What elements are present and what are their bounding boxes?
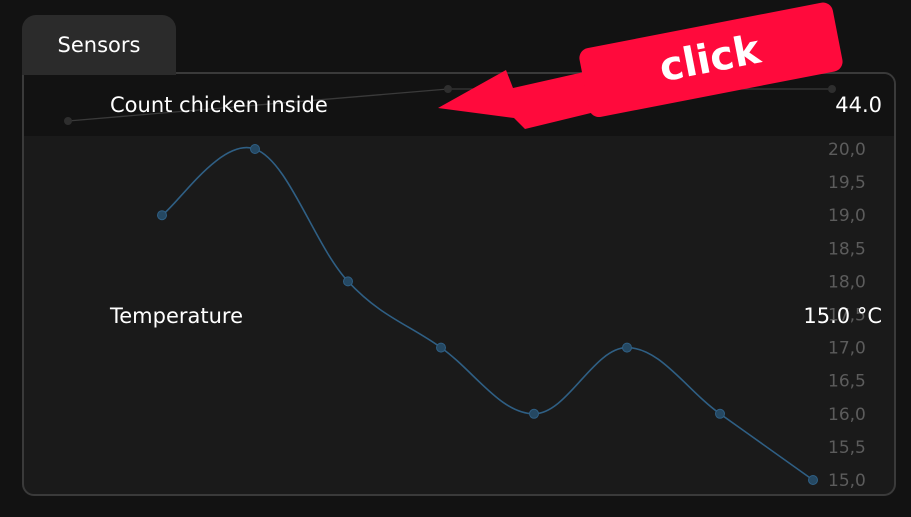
temperature-data-point [436, 342, 446, 353]
temperature-data-point [157, 210, 167, 221]
count-sparkline-point [828, 85, 836, 93]
temperature-data-point [343, 276, 353, 287]
sensor-card: 20,0 19,5 19,0 18,5 18,0 17,5 17,0 16,5 16,0 15,5… [22, 72, 896, 496]
click-badge [579, 2, 843, 118]
sensor-label-temperature: Temperature [110, 304, 244, 328]
y-tick-label: 18,0 [828, 272, 866, 292]
y-tick-label: 17,5 [828, 306, 866, 326]
y-tick-label: 17,0 [828, 339, 866, 359]
temperature-series-line [161, 146, 814, 481]
y-tick-label: 16,0 [828, 405, 866, 425]
sensor-value-count-chicken: 44.0 [835, 93, 882, 117]
temperature-data-point [622, 342, 632, 353]
arrow-icon [438, 70, 595, 129]
sensor-label-count-chicken: Count chicken inside [110, 93, 328, 117]
y-tick-label: 20,0 [828, 140, 866, 160]
temperature-data-point [808, 475, 818, 485]
y-tick-label: 18,5 [828, 239, 866, 259]
temperature-data-point [250, 144, 260, 154]
sensor-value-temperature: 15.0 °C [803, 304, 882, 328]
y-tick-label: 15,0 [828, 471, 866, 491]
temperature-data-point [715, 408, 725, 419]
y-tick-label: 19,5 [828, 173, 866, 193]
count-sparkline-point [64, 117, 72, 125]
click-annotation-arrow: click [438, 2, 843, 129]
y-tick-label: 16,5 [828, 372, 866, 392]
tab-sensors[interactable]: Sensors [22, 15, 176, 75]
count-sparkline-point [444, 85, 452, 93]
temperature-data-point [529, 408, 539, 419]
y-tick-label: 15,5 [828, 438, 866, 458]
temperature-chart: 20,0 19,5 19,0 18,5 18,0 17,5 17,0 16,5 16,0 15,5… [64, 85, 866, 491]
y-tick-label: 19,0 [828, 206, 866, 226]
